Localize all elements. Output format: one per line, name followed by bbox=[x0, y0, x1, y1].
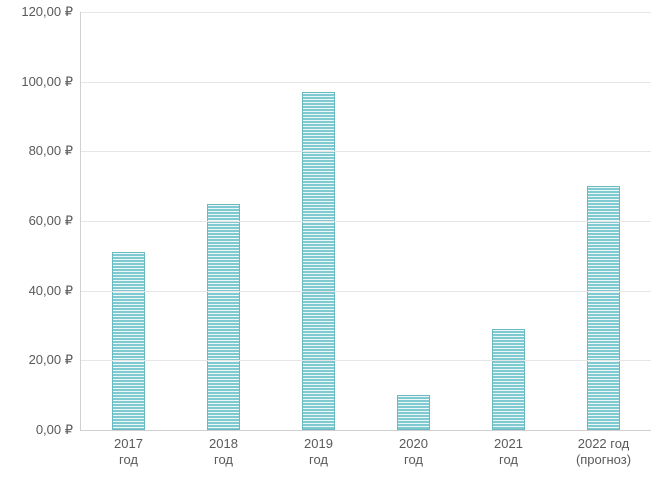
y-tick-label: 40,00 ₽ bbox=[29, 283, 81, 299]
x-tick-label: 2021 год bbox=[485, 430, 533, 467]
y-tick-label: 0,00 ₽ bbox=[36, 422, 81, 438]
y-tick-label: 120,00 ₽ bbox=[21, 4, 81, 20]
gridline bbox=[81, 360, 651, 361]
bar bbox=[302, 92, 335, 430]
bar bbox=[397, 395, 430, 430]
bar bbox=[492, 329, 525, 430]
gridline bbox=[81, 12, 651, 13]
x-tick-label: 2017 год bbox=[105, 430, 153, 467]
plot-area: 2017 год2018 год2019 год2020 год2021 год… bbox=[80, 12, 651, 431]
x-tick-label: 2019 год bbox=[295, 430, 343, 467]
y-tick-label: 80,00 ₽ bbox=[29, 143, 81, 159]
bar bbox=[112, 252, 145, 430]
y-tick-label: 100,00 ₽ bbox=[21, 74, 81, 90]
y-tick-label: 60,00 ₽ bbox=[29, 213, 81, 229]
gridline bbox=[81, 221, 651, 222]
x-tick-label: 2018 год bbox=[200, 430, 248, 467]
gridline bbox=[81, 151, 651, 152]
y-tick-label: 20,00 ₽ bbox=[29, 352, 81, 368]
bar bbox=[587, 186, 620, 430]
gridline bbox=[81, 291, 651, 292]
x-tick-label: 2020 год bbox=[390, 430, 438, 467]
bar-chart: 2017 год 2018 год 2019 год 2020 год 2021 год… bbox=[0, 0, 667, 500]
gridline bbox=[81, 82, 651, 83]
x-tick-label: 2022 год (прогноз) bbox=[576, 430, 631, 467]
bar bbox=[207, 204, 240, 430]
